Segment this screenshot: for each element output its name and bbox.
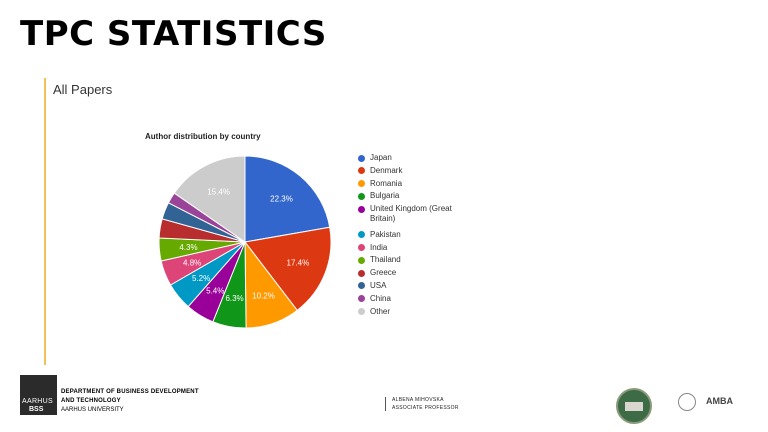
- dept-line-2: AND TECHNOLOGY: [61, 398, 121, 404]
- slice-label: 22.3%: [270, 195, 293, 204]
- department-block: DEPARTMENT OF BUSINESS DEVELOPMENT AND T…: [61, 388, 199, 415]
- logo-text-aarhus: AARHUS: [22, 398, 53, 405]
- legend-item: China: [358, 294, 466, 307]
- legend-label: Other: [370, 306, 391, 316]
- legend-item: Bulgaria: [358, 191, 466, 204]
- slice-label: 17.4%: [287, 259, 310, 268]
- dept-line-1: DEPARTMENT OF BUSINESS DEVELOPMENT: [61, 389, 199, 395]
- legend-item: United Kingdom (Great Britain): [358, 204, 466, 230]
- legend-swatch: [358, 167, 365, 175]
- footer-separator: [385, 397, 386, 411]
- legend-swatch: [358, 295, 365, 303]
- legend-label: Thailand: [370, 255, 401, 265]
- section-title: All Papers: [53, 82, 113, 97]
- legend-item: Denmark: [358, 166, 466, 179]
- chart-legend: Japan Denmark Romania Bulgaria United Kingdo…: [358, 153, 466, 319]
- legend-item: Other: [358, 307, 466, 320]
- slice-label: 6.3%: [225, 294, 243, 303]
- pie-slice-other: [173, 155, 246, 243]
- legend-item: Greece: [358, 268, 466, 281]
- legend-label: China: [370, 293, 391, 303]
- slice-label: 10.2%: [252, 292, 275, 301]
- legend-swatch: [358, 192, 365, 200]
- legend-item: India: [358, 243, 466, 256]
- university-seal-icon: [678, 393, 696, 411]
- amba-logo: AMBA: [706, 396, 733, 406]
- legend-label: USA: [370, 280, 387, 290]
- legend-swatch: [358, 282, 365, 290]
- legend-swatch: [358, 256, 365, 264]
- legend-swatch: [358, 308, 365, 316]
- slice-label: 15.4%: [207, 188, 230, 197]
- presenter-block: ALBENA MIHOVSKA ASSOCIATE PROFESSOR: [392, 397, 459, 412]
- legend-label: Pakistan: [370, 229, 401, 239]
- legend-label: Bulgaria: [370, 191, 400, 201]
- pie-slice-japan: [244, 155, 331, 243]
- legend-item: Romania: [358, 179, 466, 192]
- legend-item: USA: [358, 281, 466, 294]
- logo-text-bss: BSS: [29, 406, 44, 413]
- legend-item: Thailand: [358, 255, 466, 268]
- chart-title: Author distribution by country: [145, 132, 261, 141]
- legend-swatch: [358, 154, 365, 162]
- aarhus-bss-logo: AARHUS BSS: [20, 375, 57, 415]
- legend-label: Japan: [370, 153, 392, 162]
- slide-title: TPC STATISTICS: [20, 14, 327, 54]
- legend-label: India: [370, 242, 388, 252]
- pie-slice-denmark: [244, 226, 332, 312]
- legend-swatch: [358, 269, 365, 277]
- legend-swatch: [358, 244, 365, 252]
- legend-label: Greece: [370, 268, 397, 278]
- accent-line: [44, 78, 46, 365]
- legend-item: Pakistan: [358, 230, 466, 243]
- legend-swatch: [358, 205, 365, 213]
- presenter-title: ASSOCIATE PROFESSOR: [392, 404, 459, 411]
- legend-swatch: [358, 231, 365, 239]
- slice-label: 4.3%: [179, 243, 197, 252]
- legend-item: Japan: [358, 153, 466, 166]
- dept-line-3: AARHUS UNIVERSITY: [61, 407, 124, 413]
- legend-label: Romania: [370, 178, 403, 188]
- slice-label: 5.2%: [192, 274, 210, 283]
- slice-label: 5.4%: [206, 286, 224, 295]
- legend-label: United Kingdom (Great Britain): [370, 204, 452, 224]
- presenter-name: ALBENA MIHOVSKA: [392, 397, 444, 403]
- legend-label: Denmark: [370, 165, 403, 175]
- legend-swatch: [358, 180, 365, 188]
- slice-label: 4.8%: [183, 259, 201, 268]
- conference-badge-icon: [616, 388, 652, 424]
